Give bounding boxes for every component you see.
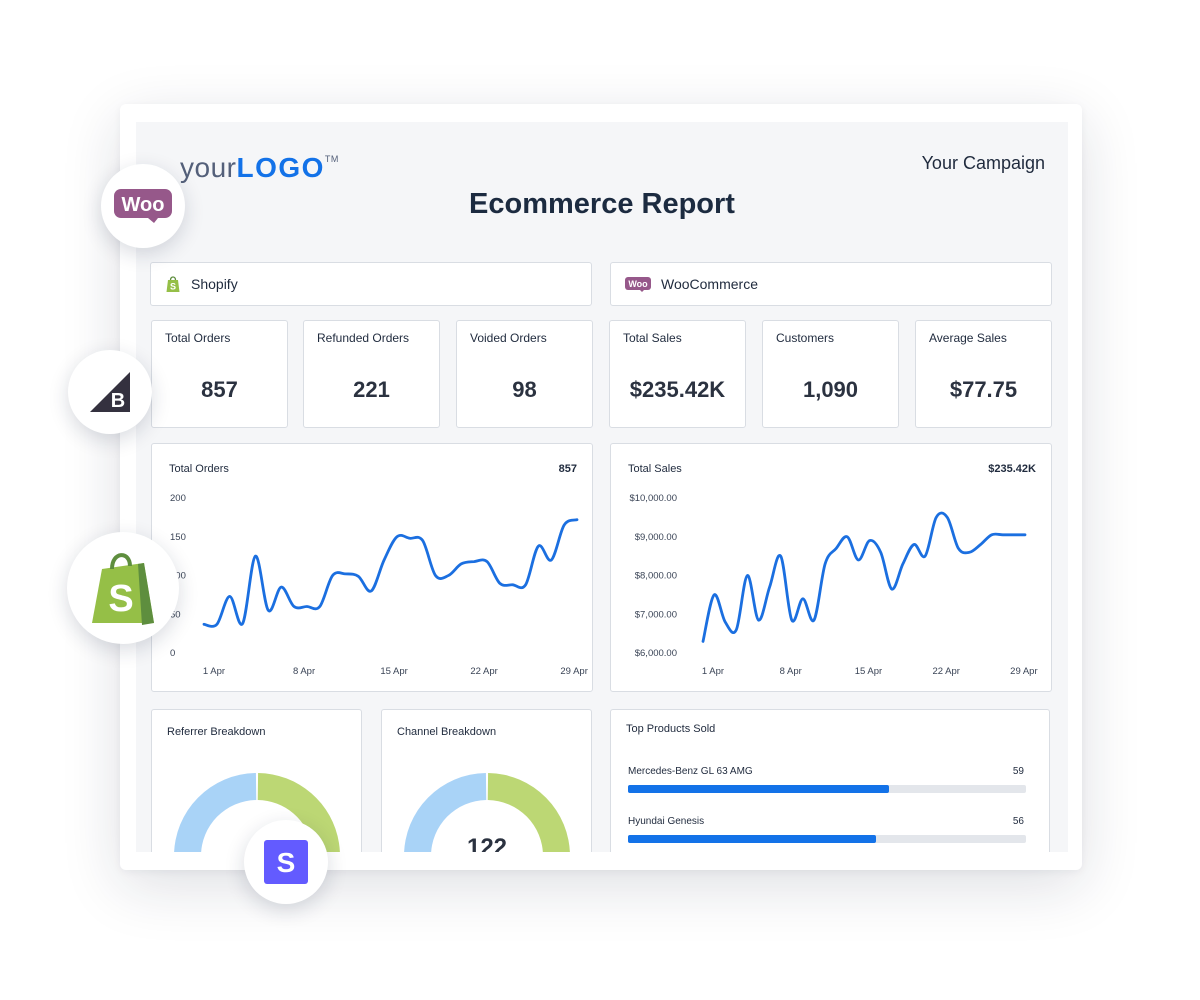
kpi-voided-orders: Voided Orders 98 [456,320,593,428]
product-bar-track [628,785,1026,793]
kpi-value: $77.75 [949,377,1018,402]
channel-breakdown-panel: Channel Breakdown 122 [381,709,592,852]
y-tick-label: $8,000.00 [635,571,677,582]
total-sales-chart: Total Sales $235.42K $10,000.00 $9,000.00 $8… [610,443,1052,692]
bigcommerce-badge: B [68,350,152,434]
woocommerce-badge: Woo [101,164,185,248]
svg-text:Woo: Woo [122,194,165,216]
donut-segment [487,773,570,852]
svg-text:S: S [108,578,133,620]
x-tick-label: 29 Apr [1010,666,1037,677]
panel-title: Top Products Sold [626,723,716,735]
source-label: WooCommerce [661,276,758,292]
product-count: 59 [1012,766,1024,777]
kpi-label: Voided Orders [470,331,547,345]
x-tick-label: 1 Apr [203,666,225,677]
x-tick-label: 15 Apr [855,666,882,677]
y-tick-label: 100 [170,571,186,582]
x-tick-label: 29 Apr [560,666,587,677]
y-tick-label: 0 [170,648,175,659]
x-tick-label: 22 Apr [932,666,959,677]
kpi-value: 1,090 [802,377,859,402]
kpi-average-sales: Average Sales $77.75 [915,320,1052,428]
woocommerce-section-header: Woo WooCommerce [610,262,1052,306]
svg-text:S: S [277,847,296,878]
y-tick-label: $10,000.00 [629,493,677,504]
product-bar-fill [628,835,876,843]
kpi-value: 857 [201,377,238,402]
svg-text:Woo: Woo [628,279,648,289]
kpi-value: 221 [353,377,390,402]
kpi-label: Total Orders [165,331,231,345]
total-orders-chart: Total Orders 857 200 150 100 50 0 1 Apr 8 Apr 15 … [151,443,593,692]
donut-center-value: 122 [467,834,507,852]
panel-title: Channel Breakdown [397,726,497,738]
y-tick-label: 50 [170,609,181,620]
y-tick-label: 150 [170,532,186,543]
ecommerce-report: yourLOGOTM Your Campaign Ecommerce Repor… [136,122,1068,852]
kpi-value: $235.42K [629,377,726,402]
product-name: Mercedes-Benz GL 63 AMG [628,766,753,777]
kpi-total-sales: Total Sales $235.42K [609,320,746,428]
total-sales-line-chart: Total Sales $235.42K $10,000.00 $9,000.00 $8… [628,463,1038,677]
x-tick-label: 22 Apr [470,666,497,677]
product-count: 56 [1012,816,1024,827]
total-orders-line-chart: Total Orders 857 200 150 100 50 0 1 Apr 8 Apr 15 … [169,463,588,677]
x-tick-label: 15 Apr [380,666,407,677]
y-tick-label: $6,000.00 [635,648,677,659]
woocommerce-icon: Woo [114,189,172,223]
shopify-icon: S [165,275,181,293]
series-line [701,511,1027,643]
stripe-icon: S [264,840,308,884]
shopify-badge: S [67,532,179,644]
series-line [202,518,579,628]
kpi-refunded-orders: Refunded Orders 221 [303,320,440,428]
shopify-section-header: S Shopify [150,262,592,306]
x-tick-label: 8 Apr [780,666,802,677]
kpi-label: Customers [776,331,835,345]
chart-title: Total Orders [169,463,229,475]
channel-donut-chart: 122 [404,773,570,852]
referrer-breakdown-panel: Referrer Breakdown 4 [151,709,362,852]
chart-total: $235.42K [988,463,1036,475]
kpi-label: Average Sales [929,331,1007,345]
kpi-customers: Customers 1,090 [762,320,899,428]
donut-segment [174,773,257,852]
x-tick-label: 1 Apr [702,666,724,677]
woocommerce-icon: Woo [625,276,651,292]
svg-text:S: S [170,282,176,292]
bigcommerce-icon: B [90,372,130,412]
product-name: Hyundai Genesis [628,816,705,827]
chart-title: Total Sales [628,463,682,475]
page-title: Ecommerce Report [469,188,735,220]
x-tick-label: 8 Apr [293,666,315,677]
brand-logo: yourLOGOTM [180,152,339,183]
product-bar-track [628,835,1026,843]
top-products-panel: Top Products Sold Mercedes-Benz GL 63 AM… [610,709,1050,852]
kpi-label: Total Sales [623,331,682,345]
kpi-label: Refunded Orders [317,331,410,345]
y-tick-label: 200 [170,493,186,504]
source-label: Shopify [191,276,238,292]
donut-segment [404,773,487,852]
panel-title: Referrer Breakdown [167,726,266,738]
product-bar-fill [628,785,889,793]
chart-total: 857 [559,463,577,475]
y-tick-label: $9,000.00 [635,532,677,543]
y-tick-label: $7,000.00 [635,609,677,620]
shopify-icon: S [92,553,154,625]
campaign-name: Your Campaign [921,153,1045,173]
stripe-badge: S [244,820,328,904]
donut-segment [257,773,340,852]
kpi-value: 98 [512,377,537,402]
kpi-total-orders: Total Orders 857 [151,320,288,428]
svg-text:B: B [111,390,125,412]
